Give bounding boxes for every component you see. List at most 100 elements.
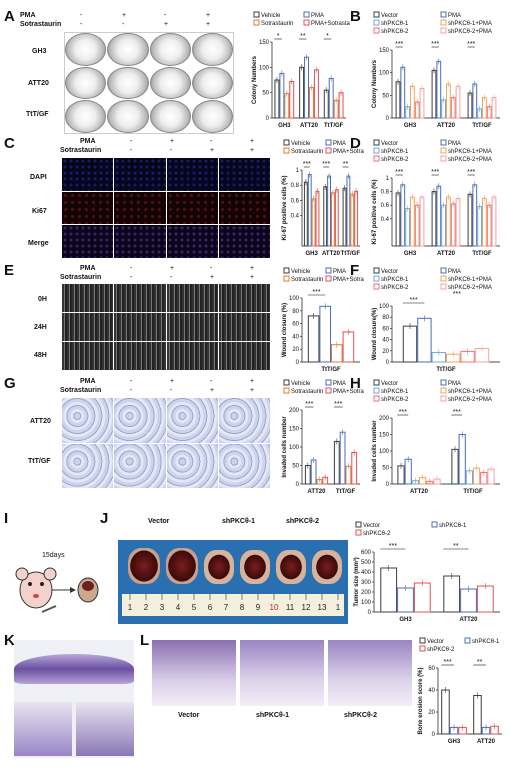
pm-a-6: - xyxy=(122,21,125,28)
colony-dish xyxy=(191,33,233,66)
ruler-number: 10 xyxy=(270,603,279,612)
bar xyxy=(482,97,487,119)
row-label-merge: Merge xyxy=(28,240,49,247)
panel-letter-f: F xyxy=(350,262,360,279)
legend-label: shPKCθ-1 xyxy=(381,389,409,395)
y-tick-label: 400 xyxy=(361,570,372,576)
fluorescence-grid xyxy=(62,158,270,258)
pma-label-e: PMA xyxy=(80,265,96,272)
bar xyxy=(307,174,312,247)
legend-swatch xyxy=(283,139,290,146)
legend-swatch xyxy=(440,155,447,162)
pm-c-4: + xyxy=(250,138,255,145)
legend-swatch xyxy=(253,19,260,26)
pm-e-5: - xyxy=(130,274,133,281)
panel-letter-g: G xyxy=(4,375,16,392)
chart-h: Vector PMA shPKCθ-1 shPKCθ-1+PMA shPKCθ-2 shP… xyxy=(372,379,500,495)
bar xyxy=(473,695,482,735)
bar xyxy=(397,587,414,613)
tumor-photo: 1 2 3 4 5 6 7 8 9 10 11 12 13 1 xyxy=(118,540,348,624)
legend-swatch xyxy=(325,139,332,146)
y-tick-label: 0.4 xyxy=(381,217,390,223)
invasion-image xyxy=(218,443,270,488)
wound-image xyxy=(166,342,218,370)
pm-e-8: + xyxy=(250,274,255,281)
y-axis-label: Ki-67 positive cells (%) xyxy=(372,179,378,244)
x-tick-label: ATT20 xyxy=(300,123,319,129)
y-tick-label: 20 xyxy=(292,347,299,353)
y-tick-label: 60 xyxy=(292,322,299,328)
y-tick-label: 0 xyxy=(296,482,300,488)
x-tick-label: ATT20 xyxy=(460,617,479,623)
legend-label: PMA+Sotrastaurin xyxy=(333,149,364,155)
panel-letter-h: H xyxy=(350,375,361,392)
legend-swatch xyxy=(440,147,447,154)
legend-swatch xyxy=(440,387,447,394)
legend-swatch xyxy=(373,19,380,26)
pm-g-4: + xyxy=(250,378,255,385)
ruler-number: 1 xyxy=(336,603,341,612)
bar xyxy=(395,192,401,247)
wound-image xyxy=(166,284,218,312)
legend-label: shPKCθ-1 xyxy=(439,523,467,529)
group-labels-j: Vector shPKCθ-1 shPKCθ-2 xyxy=(118,518,348,530)
histology-image xyxy=(328,640,412,706)
dapi-image xyxy=(62,158,114,191)
sotrastaurin-label-c: Sotrastaurin xyxy=(60,147,102,154)
x-tick-label: TtT/GF xyxy=(324,123,344,129)
significance-marker: *** xyxy=(389,543,397,550)
legend-label: PMA xyxy=(333,381,346,387)
legend-swatch xyxy=(373,379,380,386)
bar xyxy=(455,197,461,247)
colony-dish xyxy=(149,66,191,100)
significance-marker: *** xyxy=(444,659,452,666)
ki67-image xyxy=(114,191,166,225)
tumor-skull xyxy=(276,550,306,584)
x-tick-label: GH3 xyxy=(305,251,318,257)
significance-marker: *** xyxy=(395,169,403,176)
chart-c: Vehicle PMA Sotrastaurin PMA+Sotrastaurin 0.… xyxy=(282,139,364,257)
row-label-att20: ATT20 xyxy=(28,80,49,87)
significance-marker: *** xyxy=(431,41,439,48)
y-axis-label: Colony Numbers xyxy=(252,55,258,104)
colony-dish xyxy=(149,33,191,66)
legend-label: Vector xyxy=(381,141,398,147)
y-tick-label: 60 xyxy=(428,666,435,672)
pm-a-5: - xyxy=(80,21,83,28)
significance-marker: *** xyxy=(334,401,342,408)
sotrastaurin-label-g: Sotrastaurin xyxy=(60,387,102,394)
legend-label: Vector xyxy=(381,269,398,275)
x-tick-label: GH3 xyxy=(404,251,417,257)
caption-shpkc2: shPKCθ-2 xyxy=(344,712,377,719)
legend-swatch xyxy=(373,387,380,394)
bar xyxy=(304,56,309,119)
y-tick-label: 60 xyxy=(382,326,389,332)
y-tick-label: 0 xyxy=(386,116,390,122)
legend-label: shPKCθ-1+PMA xyxy=(448,277,492,283)
legend-swatch xyxy=(440,275,447,282)
legend-label: PMA xyxy=(311,13,324,19)
bar xyxy=(284,93,290,119)
ruler-number: 13 xyxy=(318,603,327,612)
tumor-skull xyxy=(128,548,160,584)
y-tick-label: 100 xyxy=(379,71,390,77)
colony-dish xyxy=(65,33,107,66)
pm-a-3: - xyxy=(164,12,167,19)
y-tick-label: 0 xyxy=(432,732,436,738)
pm-a-1: - xyxy=(80,12,83,19)
y-tick-label: 150 xyxy=(379,48,390,54)
bar xyxy=(410,196,415,247)
bar xyxy=(476,585,494,613)
ruler-number: 3 xyxy=(160,603,165,612)
bar xyxy=(404,458,412,485)
colony-dish xyxy=(65,100,107,133)
tumor-skull xyxy=(204,550,234,584)
chart-b: Vector PMA shPKCθ-1 shPKCθ-1+PMA shPKCθ-2 shP… xyxy=(372,11,500,129)
legend-swatch xyxy=(373,27,380,34)
y-tick-label: 0 xyxy=(296,360,300,366)
bar xyxy=(450,203,456,247)
bar xyxy=(333,440,340,485)
panel-letter-b: B xyxy=(350,8,361,25)
legend-label: shPKCθ-2 xyxy=(381,29,409,35)
legend-swatch xyxy=(440,139,447,146)
